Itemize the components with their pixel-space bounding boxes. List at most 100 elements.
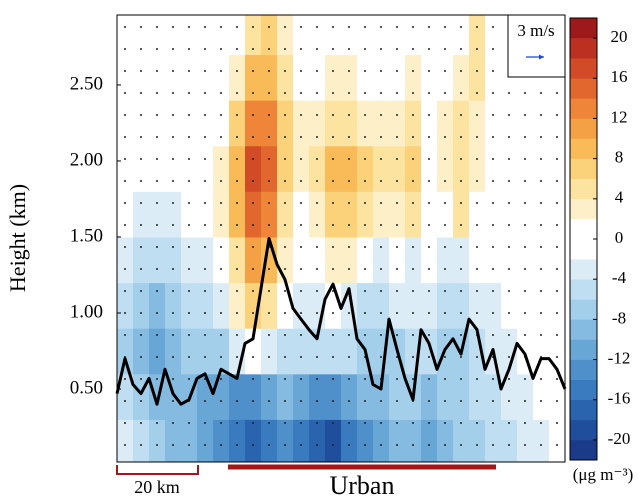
colorbar-unit: (μg m⁻³) xyxy=(573,465,633,484)
wind-vector xyxy=(316,114,318,116)
wind-vector xyxy=(380,158,382,160)
wind-vector xyxy=(492,444,494,446)
wind-vector xyxy=(124,180,126,182)
field-cell xyxy=(405,419,422,463)
colorbar-bin xyxy=(570,319,597,340)
wind-vector xyxy=(508,136,510,138)
wind-vector xyxy=(380,114,382,116)
wind-vector xyxy=(476,246,478,248)
field-cell xyxy=(469,145,486,192)
wind-vector xyxy=(396,422,398,424)
colorbar-bin xyxy=(570,439,597,461)
wind-vector xyxy=(556,158,558,160)
wind-vector xyxy=(444,48,446,50)
colorbar-bin xyxy=(570,178,597,200)
wind-vector xyxy=(412,92,414,94)
wind-vector xyxy=(444,70,446,72)
wind-vector xyxy=(492,158,494,160)
field-cell xyxy=(437,191,454,238)
wind-vector xyxy=(204,356,206,358)
wind-vector xyxy=(540,312,542,314)
wind-vector xyxy=(268,202,270,204)
field-cell xyxy=(405,15,422,56)
field-cell xyxy=(517,100,534,147)
wind-vector xyxy=(476,444,478,446)
field-cell xyxy=(133,100,150,147)
wind-vector xyxy=(332,202,334,204)
wind-vector xyxy=(412,422,414,424)
wind-vector xyxy=(220,246,222,248)
wind-vector xyxy=(268,356,270,358)
wind-vector xyxy=(460,70,462,72)
wind-vector xyxy=(124,136,126,138)
wind-vector xyxy=(236,26,238,28)
field-cell xyxy=(229,236,246,284)
wind-vector xyxy=(524,202,526,204)
wind-vector xyxy=(188,92,190,94)
field-cell xyxy=(357,54,374,101)
wind-vector xyxy=(236,400,238,402)
wind-vector xyxy=(252,356,254,358)
wind-vector xyxy=(332,444,334,446)
field-cell xyxy=(517,191,534,238)
wind-vector xyxy=(476,92,478,94)
wind-vector xyxy=(236,422,238,424)
scale-bar-label: 20 km xyxy=(134,477,180,497)
wind-vector xyxy=(348,378,350,380)
field-cell xyxy=(389,54,406,101)
field-cell xyxy=(453,100,470,147)
wind-vector xyxy=(412,312,414,314)
field-cell xyxy=(325,100,342,147)
field-cell xyxy=(453,282,470,329)
field-cell xyxy=(117,373,134,420)
wind-vector xyxy=(332,246,334,248)
wind-vector xyxy=(204,268,206,270)
wind-vector xyxy=(428,158,430,160)
field-cell xyxy=(133,54,150,101)
field-cell xyxy=(405,282,422,329)
wind-vector xyxy=(444,114,446,116)
wind-vector xyxy=(124,158,126,160)
field-cell xyxy=(325,15,342,56)
wind-vector xyxy=(300,400,302,402)
wind-vector xyxy=(380,202,382,204)
wind-vector xyxy=(204,334,206,336)
wind-vector xyxy=(172,444,174,446)
field-cell xyxy=(213,373,230,420)
wind-vector xyxy=(204,444,206,446)
wind-vector xyxy=(492,70,494,72)
wind-vector xyxy=(364,224,366,226)
colorbar-bin xyxy=(570,419,597,441)
field-cell xyxy=(357,419,374,463)
colorbar-tick-label: 8 xyxy=(615,148,624,167)
field-cell xyxy=(181,282,198,329)
field-cell xyxy=(405,54,422,101)
wind-vector xyxy=(316,224,318,226)
wind-vector xyxy=(396,290,398,292)
wind-vector xyxy=(396,400,398,402)
wind-vector xyxy=(236,444,238,446)
field-cell xyxy=(149,145,166,192)
urban-label: Urban xyxy=(330,471,395,500)
colorbar-bin xyxy=(570,58,597,79)
wind-vector xyxy=(380,422,382,424)
wind-vector xyxy=(172,158,174,160)
field-cell xyxy=(517,419,534,463)
wind-vector xyxy=(412,158,414,160)
wind-vector xyxy=(284,334,286,336)
wind-vector xyxy=(396,136,398,138)
colorbar-bin xyxy=(570,198,597,220)
wind-vector xyxy=(220,356,222,358)
wind-vector xyxy=(220,202,222,204)
wind-vector xyxy=(412,202,414,204)
wind-vector xyxy=(428,444,430,446)
wind-vector xyxy=(284,202,286,204)
field-cell xyxy=(293,54,310,101)
wind-vector xyxy=(220,444,222,446)
field-cell xyxy=(469,328,486,375)
y-tick-label: 2.00 xyxy=(70,149,103,170)
wind-vector xyxy=(476,158,478,160)
wind-vector xyxy=(428,356,430,358)
field-cell xyxy=(421,100,438,147)
wind-vector xyxy=(524,334,526,336)
